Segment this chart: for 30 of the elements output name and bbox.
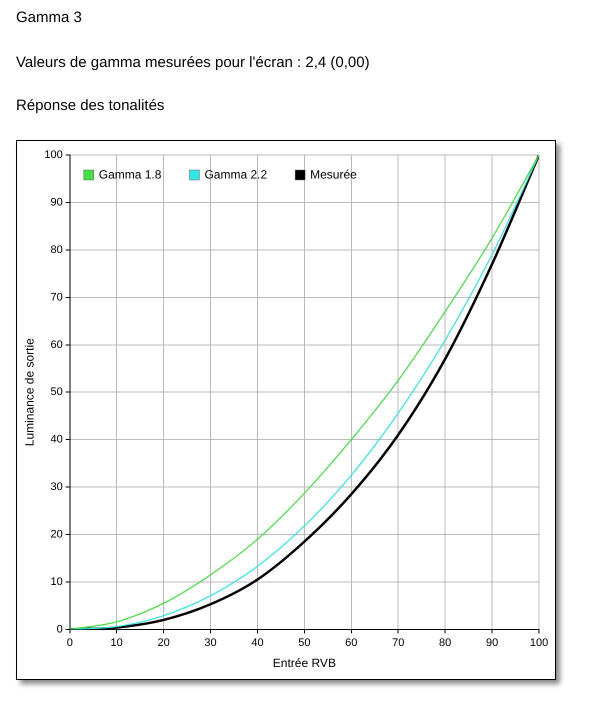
legend-label: Gamma 1.8 — [98, 167, 162, 182]
text: Réponse des tonalités — [16, 97, 164, 114]
y-tick-label: 100 — [44, 149, 63, 162]
y-tick-label: 80 — [50, 244, 63, 256]
chart-title: Gamma 3 — [16, 9, 82, 26]
x-axis-title: Entrée RVB — [272, 656, 336, 670]
legend-label: Mesurée — [310, 167, 358, 182]
legend-label: Gamma 2.2 — [204, 167, 268, 182]
x-tick-label: 30 — [204, 637, 217, 650]
x-tick-label: 50 — [298, 637, 310, 650]
y-axis-title: Luminance de sortie — [22, 338, 37, 446]
y-tick-label: 0 — [56, 623, 63, 636]
x-tick-label: 60 — [345, 637, 358, 650]
x-tick-label: 40 — [251, 637, 264, 650]
x-tick-label: 100 — [530, 637, 548, 650]
y-tick-label: 30 — [50, 481, 63, 494]
y-tick-label: 10 — [50, 576, 63, 588]
x-tick-label: 0 — [66, 637, 73, 650]
y-tick-label: 20 — [50, 528, 63, 541]
chart-subtitle: Valeurs de gamma mesurées pour l'écran : 2,4 (0,00) — [16, 54, 370, 71]
x-tick-label: 80 — [439, 637, 452, 650]
x-tick-label: 70 — [392, 637, 404, 650]
x-tick-label: 90 — [486, 637, 498, 650]
y-tick-label: 90 — [50, 196, 63, 208]
y-tick-label: 40 — [50, 434, 63, 446]
y-tick-label: 60 — [50, 338, 63, 351]
x-tick-label: 20 — [157, 637, 170, 650]
y-tick-label: 70 — [50, 291, 63, 304]
x-tick-label: 10 — [110, 637, 123, 650]
y-tick-label: 50 — [50, 386, 63, 398]
